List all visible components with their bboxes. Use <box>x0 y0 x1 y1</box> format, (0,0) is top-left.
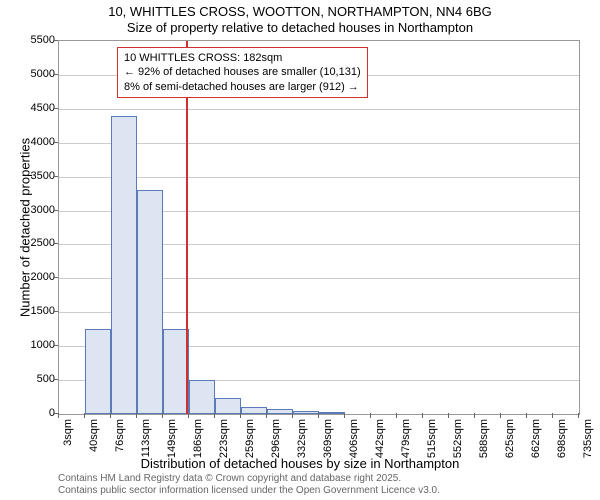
x-tick-mark <box>266 413 267 418</box>
y-tick-mark <box>53 345 58 346</box>
grid-line <box>59 109 579 110</box>
annotation-line1: 10 WHITTLES CROSS: 182sqm <box>124 51 361 65</box>
histogram-bar <box>267 409 293 414</box>
chart-container: 10, WHITTLES CROSS, WOOTTON, NORTHAMPTON… <box>0 0 600 500</box>
x-tick-label: 406sqm <box>348 419 360 458</box>
annotation-line2: ← 92% of detached houses are smaller (10… <box>124 65 361 79</box>
histogram-bar <box>111 116 137 414</box>
x-tick-mark <box>526 413 527 418</box>
y-tick-label: 5000 <box>15 68 55 80</box>
y-tick-label: 4000 <box>15 136 55 148</box>
histogram-bar <box>241 407 267 414</box>
x-tick-mark <box>396 413 397 418</box>
y-tick-mark <box>53 176 58 177</box>
x-tick-mark <box>214 413 215 418</box>
y-tick-mark <box>53 142 58 143</box>
y-tick-mark <box>53 311 58 312</box>
x-axis-label: Distribution of detached houses by size … <box>0 456 600 471</box>
y-tick-mark <box>53 210 58 211</box>
x-tick-mark <box>58 413 59 418</box>
y-tick-label: 1500 <box>15 305 55 317</box>
chart-footer: Contains HM Land Registry data © Crown c… <box>58 473 440 497</box>
x-tick-label: 186sqm <box>192 419 204 458</box>
x-tick-mark <box>474 413 475 418</box>
x-tick-label: 662sqm <box>530 419 542 458</box>
x-tick-mark <box>136 413 137 418</box>
x-tick-label: 296sqm <box>270 419 282 458</box>
y-tick-label: 500 <box>15 373 55 385</box>
y-tick-mark <box>53 277 58 278</box>
histogram-bar <box>215 398 241 414</box>
histogram-bar <box>85 329 111 414</box>
y-tick-mark <box>53 74 58 75</box>
x-tick-mark <box>318 413 319 418</box>
grid-line <box>59 177 579 178</box>
x-tick-label: 223sqm <box>218 419 230 458</box>
x-tick-label: 76sqm <box>114 419 126 452</box>
y-tick-label: 4500 <box>15 102 55 114</box>
x-tick-label: 625sqm <box>504 419 516 458</box>
x-tick-label: 149sqm <box>166 419 178 458</box>
x-tick-mark <box>578 413 579 418</box>
histogram-bar <box>189 380 215 414</box>
x-tick-mark <box>448 413 449 418</box>
y-tick-mark <box>53 243 58 244</box>
y-axis-label: Number of detached properties <box>18 128 33 328</box>
x-tick-label: 442sqm <box>374 419 386 458</box>
footer-line1: Contains HM Land Registry data © Crown c… <box>58 473 440 485</box>
x-tick-mark <box>422 413 423 418</box>
x-tick-mark <box>84 413 85 418</box>
y-tick-label: 3000 <box>15 204 55 216</box>
x-tick-label: 3sqm <box>62 419 74 446</box>
annotation-box: 10 WHITTLES CROSS: 182sqm ← 92% of detac… <box>117 47 368 98</box>
chart-title-sub: Size of property relative to detached ho… <box>0 20 600 35</box>
y-tick-label: 2500 <box>15 237 55 249</box>
x-tick-label: 698sqm <box>556 419 568 458</box>
x-tick-label: 552sqm <box>452 419 464 458</box>
y-tick-label: 1000 <box>15 339 55 351</box>
x-tick-label: 332sqm <box>296 419 308 458</box>
x-tick-mark <box>110 413 111 418</box>
x-tick-label: 369sqm <box>322 419 334 458</box>
histogram-bar <box>319 412 345 414</box>
histogram-bar <box>293 411 319 414</box>
x-tick-label: 515sqm <box>426 419 438 458</box>
x-tick-mark <box>292 413 293 418</box>
x-tick-label: 588sqm <box>478 419 490 458</box>
x-tick-label: 479sqm <box>400 419 412 458</box>
grid-line <box>59 143 579 144</box>
x-tick-mark <box>370 413 371 418</box>
x-tick-mark <box>344 413 345 418</box>
x-tick-mark <box>500 413 501 418</box>
footer-line2: Contains public sector information licen… <box>58 485 440 497</box>
y-tick-label: 5500 <box>15 34 55 46</box>
x-tick-mark <box>240 413 241 418</box>
y-tick-mark <box>53 108 58 109</box>
x-tick-label: 735sqm <box>582 419 594 458</box>
chart-title-main: 10, WHITTLES CROSS, WOOTTON, NORTHAMPTON… <box>0 4 600 19</box>
histogram-bar <box>137 190 163 414</box>
x-tick-mark <box>162 413 163 418</box>
y-tick-mark <box>53 379 58 380</box>
x-tick-label: 40sqm <box>88 419 100 452</box>
y-tick-mark <box>53 40 58 41</box>
x-tick-mark <box>552 413 553 418</box>
x-tick-label: 259sqm <box>244 419 256 458</box>
x-tick-label: 113sqm <box>140 419 152 457</box>
x-tick-mark <box>188 413 189 418</box>
y-tick-label: 2000 <box>15 271 55 283</box>
annotation-line3: 8% of semi-detached houses are larger (9… <box>124 80 361 94</box>
y-tick-label: 0 <box>15 407 55 419</box>
y-tick-label: 3500 <box>15 170 55 182</box>
plot-area: 10 WHITTLES CROSS: 182sqm ← 92% of detac… <box>58 40 580 415</box>
histogram-bar <box>163 329 189 414</box>
